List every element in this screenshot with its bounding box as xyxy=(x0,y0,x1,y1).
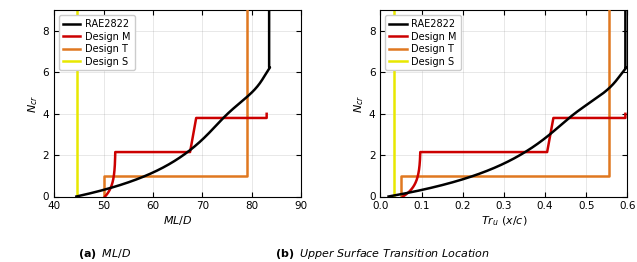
Text: $\mathbf{(b)}$$\;\;$$\mathit{Upper\ Surface\ Transition\ Location}$: $\mathbf{(b)}$$\;\;$$\mathit{Upper\ Surf… xyxy=(275,247,490,261)
Legend: RAE2822, Design M, Design T, Design S: RAE2822, Design M, Design T, Design S xyxy=(59,15,134,70)
Y-axis label: $N_{cr}$: $N_{cr}$ xyxy=(352,94,366,113)
Text: $\mathbf{(a)}$$\;\;ML/D$: $\mathbf{(a)}$$\;\;ML/D$ xyxy=(78,247,132,261)
X-axis label: $ML/D$: $ML/D$ xyxy=(163,214,192,227)
Legend: RAE2822, Design M, Design T, Design S: RAE2822, Design M, Design T, Design S xyxy=(385,15,461,70)
Y-axis label: $N_{cr}$: $N_{cr}$ xyxy=(26,94,40,113)
X-axis label: $Tr_u\ (x/c)$: $Tr_u\ (x/c)$ xyxy=(481,214,527,228)
